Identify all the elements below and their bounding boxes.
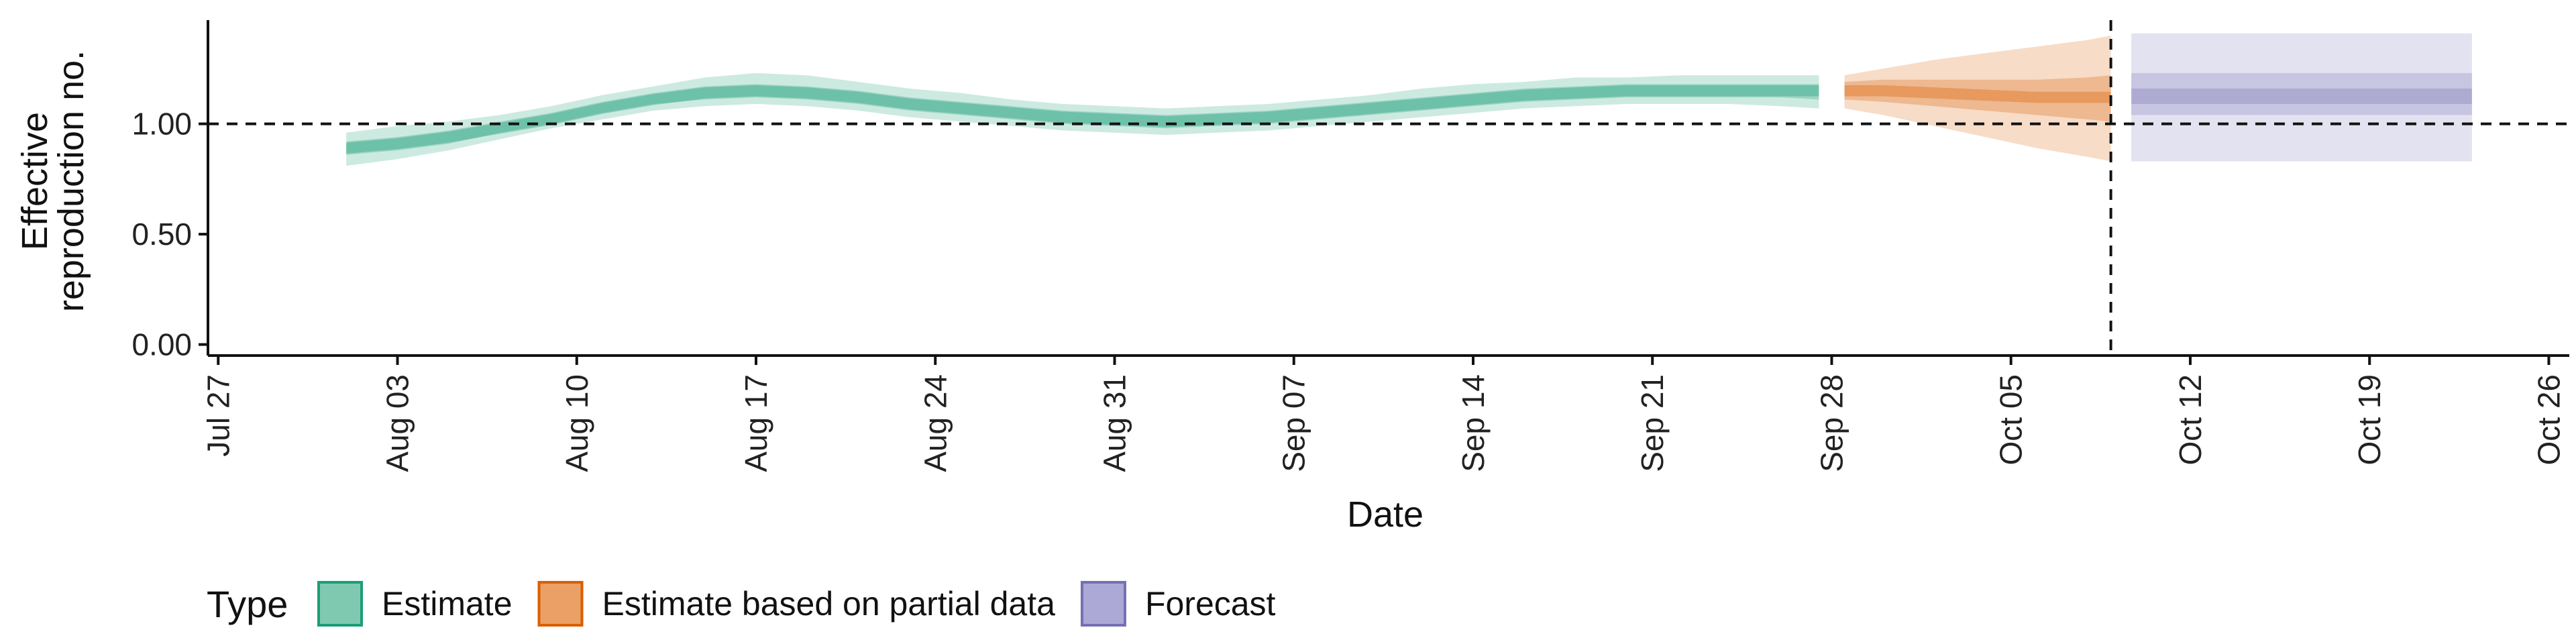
legend-label-estimate: Estimate [382,585,513,623]
legend-title: Type [207,583,288,625]
y-axis-title-line2: reproduction no. [51,50,91,312]
x-tick-label: Sep 21 [1635,374,1670,472]
estimate-based-on-partial-data-band-20 [1844,85,2111,103]
forecast-band-20 [2131,88,2472,104]
axes [207,20,2569,357]
x-axis-title: Date [1347,494,1424,535]
y-axis-title-line1: Effective [15,112,55,250]
estimate-band-50 [346,84,1819,155]
y-tick-label: 0.00 [131,327,192,362]
legend-label-estimate-based-on-partial-data: Estimate based on partial data [602,585,1056,623]
x-tick-label: Oct 12 [2173,374,2208,466]
x-tick-label: Aug 24 [918,374,953,472]
x-tick-label: Sep 07 [1277,374,1311,472]
legend-label-forecast: Forecast [1145,585,1276,623]
legend-swatch-forecast [1080,581,1126,627]
y-tick-label: 1.00 [131,107,192,142]
x-tick-label: Aug 31 [1097,374,1132,472]
estimate-based-on-partial-data-band-50 [1844,75,2111,122]
forecast-band-50 [2131,72,2472,115]
x-tick-label: Aug 10 [559,374,594,472]
x-tick-label: Oct 26 [2531,374,2566,466]
estimate-band-90 [346,72,1819,166]
x-tick-label: Oct 05 [1994,374,2029,466]
x-tick-label: Oct 19 [2352,374,2387,466]
x-tick-label: Sep 28 [1814,374,1849,472]
y-axis-ticks: 0.00 0.50 1.00 [131,107,208,362]
forecast-band-90 [2131,33,2472,162]
estimate-band-20 [346,85,1819,154]
y-axis-title: Effective reproduction no. [15,50,91,312]
x-tick-label: Aug 17 [739,374,773,472]
x-axis-ticks: Jul 27 Aug 03 Aug 10 Aug 17 Aug 24 Aug 31 Sep … [201,356,2566,472]
estimate-based-on-partial-data-band-90 [1844,36,2111,162]
x-tick-label: Jul 27 [201,374,235,457]
legend-swatch-estimate [317,581,363,627]
legend-swatch-estimate-based-on-partial-data [537,581,584,627]
estimate-bands [346,33,2472,166]
legend: Type Estimate Estimate based on partial d… [207,581,1276,627]
x-tick-label: Sep 14 [1456,374,1491,472]
x-tick-label: Aug 03 [380,374,415,472]
y-tick-label: 0.50 [131,217,192,252]
